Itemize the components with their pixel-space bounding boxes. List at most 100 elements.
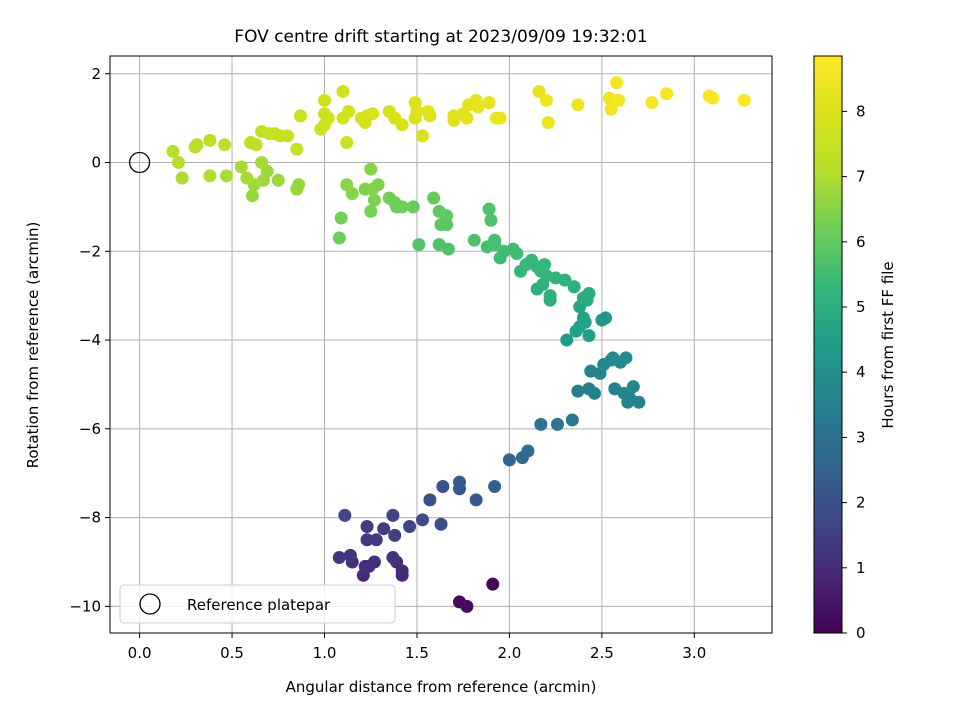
- scatter-point: [416, 129, 430, 143]
- scatter-point: [340, 178, 354, 192]
- scatter-point: [334, 211, 348, 225]
- scatter-point: [390, 200, 404, 214]
- scatter-point: [255, 156, 269, 170]
- scatter-point: [467, 233, 481, 247]
- x-axis-ticks: 0.0 0.5 1.0 1.5 2.0 2.5 3.0: [128, 633, 706, 662]
- colorbar-tick-label: 2: [856, 494, 866, 512]
- data-points: [166, 76, 751, 613]
- colorbar-tick-label: 3: [856, 428, 866, 446]
- scatter-point: [386, 508, 400, 522]
- scatter-point: [388, 528, 402, 542]
- scatter-point: [538, 258, 552, 272]
- x-tick-label: 2.0: [497, 644, 521, 662]
- scatter-point: [567, 280, 581, 294]
- scatter-point: [452, 475, 466, 489]
- scatter-point: [410, 104, 424, 118]
- scatter-point: [560, 333, 574, 347]
- scatter-point: [502, 453, 516, 467]
- x-tick-label: 0.0: [128, 644, 152, 662]
- scatter-point: [366, 107, 380, 121]
- scatter-point: [318, 93, 332, 107]
- scatter-point: [482, 96, 496, 110]
- colorbar: [813, 55, 843, 634]
- scatter-point: [190, 138, 204, 152]
- scatter-point: [367, 193, 381, 207]
- scatter-point: [550, 417, 564, 431]
- scatter-point: [737, 93, 751, 107]
- scatter-point: [521, 444, 535, 458]
- y-tick-label: −2: [79, 242, 101, 260]
- scatter-point: [469, 493, 483, 507]
- scatter-point: [332, 231, 346, 245]
- scatter-point: [290, 142, 304, 156]
- scatter-point: [432, 204, 446, 218]
- scatter-point: [386, 551, 400, 565]
- colorbar-ticks: 0 1 2 3 4 5 6 7 8: [842, 102, 866, 642]
- scatter-point: [460, 599, 474, 613]
- y-tick-label: −6: [79, 420, 101, 438]
- scatter-point: [578, 315, 592, 329]
- scatter-point: [587, 386, 601, 400]
- scatter-point: [434, 517, 448, 531]
- chart-title: FOV centre drift starting at 2023/09/09 …: [234, 27, 647, 47]
- colorbar-label: Hours from first FF file: [879, 261, 897, 428]
- scatter-point: [595, 313, 609, 327]
- scatter-point: [360, 533, 374, 547]
- scatter-point: [338, 508, 352, 522]
- scatter-point: [245, 189, 259, 203]
- y-axis-label: Rotation from reference (arcmin): [24, 222, 42, 469]
- scatter-point: [219, 169, 233, 183]
- x-tick-label: 0.5: [220, 644, 244, 662]
- x-tick-label: 1.0: [313, 644, 337, 662]
- scatter-point: [218, 138, 232, 152]
- plot-frame: [109, 55, 773, 634]
- scatter-point: [290, 182, 304, 196]
- scatter-point: [271, 173, 285, 187]
- scatter-point: [416, 513, 430, 527]
- scatter-point: [423, 109, 437, 123]
- colorbar-tick-label: 1: [856, 559, 866, 577]
- scatter-point: [571, 98, 585, 112]
- scatter-point: [486, 577, 500, 591]
- scatter-point: [166, 144, 180, 158]
- scatter-point: [460, 111, 474, 125]
- scatter-point: [423, 493, 437, 507]
- scatter-point: [534, 417, 548, 431]
- x-tick-label: 2.5: [590, 644, 614, 662]
- legend: Reference platepar: [119, 584, 396, 624]
- x-axis-label: Angular distance from reference (arcmin): [286, 678, 597, 696]
- scatter-point: [171, 156, 185, 170]
- scatter-point: [619, 351, 633, 365]
- scatter-point: [480, 240, 494, 254]
- reference-marker: [128, 151, 151, 174]
- scatter-point: [364, 204, 378, 218]
- scatter-point: [471, 100, 485, 114]
- scatter-point: [541, 116, 555, 130]
- scatter-point: [340, 136, 354, 150]
- scatter-point: [530, 282, 544, 296]
- colorbar-tick-label: 6: [856, 233, 866, 251]
- scatter-point: [532, 85, 546, 99]
- scatter-point: [342, 104, 356, 118]
- scatter-point: [432, 238, 446, 252]
- colorbar-tick-label: 5: [856, 298, 866, 316]
- scatter-point: [358, 182, 372, 196]
- colorbar-tick-label: 4: [856, 363, 866, 381]
- scatter-point: [543, 289, 557, 303]
- reference-point: [128, 151, 151, 174]
- scatter-point: [403, 519, 417, 533]
- scatter-point: [203, 133, 217, 147]
- scatter-point: [582, 286, 596, 300]
- grid-lines: [110, 56, 772, 633]
- scatter-point: [706, 91, 720, 105]
- scatter-point: [427, 191, 441, 205]
- scatter-point: [360, 519, 374, 533]
- y-tick-label: 0: [91, 154, 101, 172]
- y-tick-label: 2: [91, 65, 101, 83]
- scatter-point: [377, 522, 391, 536]
- y-tick-label: −10: [69, 597, 101, 615]
- scatter-point: [395, 564, 409, 578]
- scatter-point: [293, 109, 307, 123]
- y-tick-label: −8: [79, 509, 101, 527]
- colorbar-tick-label: 8: [856, 102, 866, 120]
